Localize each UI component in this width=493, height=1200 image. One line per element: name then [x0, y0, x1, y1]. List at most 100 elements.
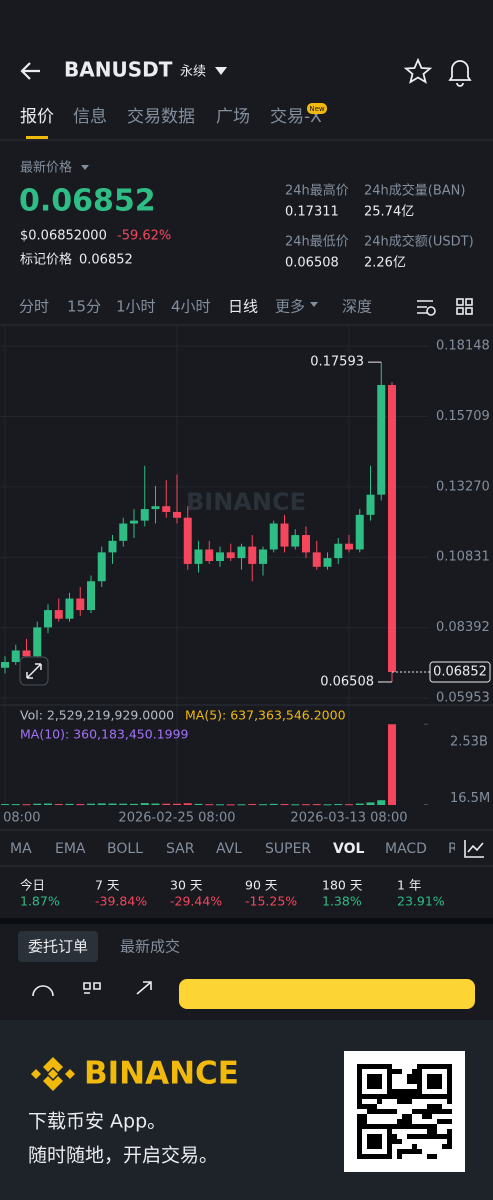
volume-bar: [54, 804, 63, 806]
logo-part: [43, 1057, 63, 1072]
tab[interactable]: 报价: [20, 107, 54, 127]
qr-module: [362, 1119, 367, 1124]
qr-module: [417, 1109, 422, 1114]
candle-body: [291, 535, 300, 547]
qr-module: [422, 1114, 427, 1119]
qr-module: [437, 1134, 442, 1139]
qr-module: [407, 1099, 412, 1104]
volume-bar: [312, 804, 321, 806]
indicator-tab[interactable]: VOL: [333, 841, 364, 857]
qr-module: [447, 1144, 452, 1149]
interval[interactable]: 日线: [228, 298, 258, 316]
qr-module: [447, 1109, 452, 1114]
volume-bar: [259, 804, 267, 806]
stat-value: 2.26亿: [364, 256, 406, 271]
x-tick-label: 2026-03-13 08:00: [290, 811, 407, 826]
tab[interactable]: 信息: [73, 107, 107, 127]
qr-module: [432, 1104, 437, 1109]
volume-bar: [1, 804, 9, 806]
interval[interactable]: 分时: [19, 298, 49, 316]
qr-module: [377, 1099, 382, 1104]
volume-bar: [108, 803, 117, 805]
interval[interactable]: 深度: [342, 298, 372, 316]
interval[interactable]: 4小时: [171, 298, 211, 316]
qr-module: [402, 1119, 407, 1124]
qr-module: [397, 1069, 402, 1074]
toolbar-icon[interactable]: [136, 981, 152, 995]
indicator-tab[interactable]: SUPER: [265, 841, 311, 857]
interval[interactable]: 1小时: [116, 298, 156, 316]
qr-module: [397, 1099, 402, 1104]
logo-part: [48, 1069, 58, 1079]
favorite-button[interactable]: [403, 57, 433, 84]
indicator-tab[interactable]: EMA: [55, 841, 86, 857]
stat-value: 0.06508: [285, 256, 339, 271]
qr-module: [432, 1109, 437, 1114]
y-tick-label: 0.10831: [436, 550, 490, 565]
qr-module: [397, 1094, 402, 1099]
indicator-tab[interactable]: BOLL: [107, 841, 143, 857]
tab[interactable]: 交易数据: [127, 107, 195, 127]
indicator-tab[interactable]: SAR: [166, 841, 195, 857]
candle-body: [22, 650, 31, 657]
candle-body: [140, 509, 149, 521]
qr-module: [447, 1129, 452, 1134]
indicator-tab[interactable]: MA: [10, 841, 32, 857]
qr-module: [422, 1124, 427, 1129]
symbol-dropdown[interactable]: [215, 67, 227, 75]
candle-body: [54, 610, 63, 619]
stat-value: 0.17311: [285, 205, 339, 220]
indicator-tab[interactable]: AVL: [216, 841, 242, 857]
qr-module: [412, 1144, 417, 1149]
qr-module: [362, 1104, 367, 1109]
interval[interactable]: 15分: [67, 298, 101, 316]
qr-module: [372, 1104, 377, 1109]
trade-button[interactable]: [179, 979, 475, 1009]
y-tick-label: 0.08392: [436, 620, 490, 635]
qr-module: [397, 1139, 402, 1144]
indicator-tab[interactable]: MACD: [385, 841, 427, 857]
qr-module: [397, 1124, 402, 1129]
qr-module: [367, 1109, 372, 1114]
fullscreen-button[interactable]: [19, 656, 49, 686]
order-tab[interactable]: 最新成交: [120, 938, 180, 956]
tab[interactable]: 广场: [216, 107, 250, 127]
back-button[interactable]: [20, 62, 40, 80]
qr-module: [407, 1094, 412, 1099]
qr-module: [432, 1134, 437, 1139]
candle-body: [44, 610, 52, 628]
interval[interactable]: 更多: [275, 298, 305, 316]
chart-settings-button[interactable]: [417, 300, 436, 316]
qr-finder: [367, 1134, 382, 1149]
price-change: -59.62%: [117, 229, 171, 244]
candle-body: [345, 543, 353, 550]
order-tab[interactable]: 委托订单: [28, 938, 88, 956]
indicator-settings-button[interactable]: [464, 840, 484, 858]
section-gap: [0, 918, 493, 924]
qr-module: [412, 1074, 417, 1079]
candle-body: [205, 549, 214, 562]
layout-button[interactable]: [456, 298, 473, 315]
toolbar-icon[interactable]: [32, 985, 54, 997]
volume-bar: [237, 804, 246, 806]
return-period: 7 天: [95, 878, 120, 893]
volume-bar: [205, 804, 214, 806]
qr-module: [432, 1124, 437, 1129]
candle-body: [269, 523, 278, 550]
volume-bar: [302, 804, 310, 806]
qr-module: [427, 1114, 432, 1119]
volume-bar: [173, 803, 181, 805]
qr-module: [447, 1134, 452, 1139]
stat-value: 25.74亿: [364, 205, 414, 220]
price-label-dropdown[interactable]: [81, 165, 89, 170]
volume-bar: [194, 803, 203, 805]
notification-button[interactable]: [448, 60, 472, 87]
last-price-label: 最新价格: [20, 160, 72, 176]
more-dropdown[interactable]: [310, 302, 318, 307]
qr-module: [412, 1089, 417, 1094]
high-marker-label: 0.17593: [310, 355, 364, 370]
qr-module: [402, 1089, 407, 1094]
toolbar-icon[interactable]: [83, 982, 101, 994]
banner-line: 随时随地，开启交易。: [28, 1145, 218, 1167]
qr-module: [432, 1129, 437, 1134]
